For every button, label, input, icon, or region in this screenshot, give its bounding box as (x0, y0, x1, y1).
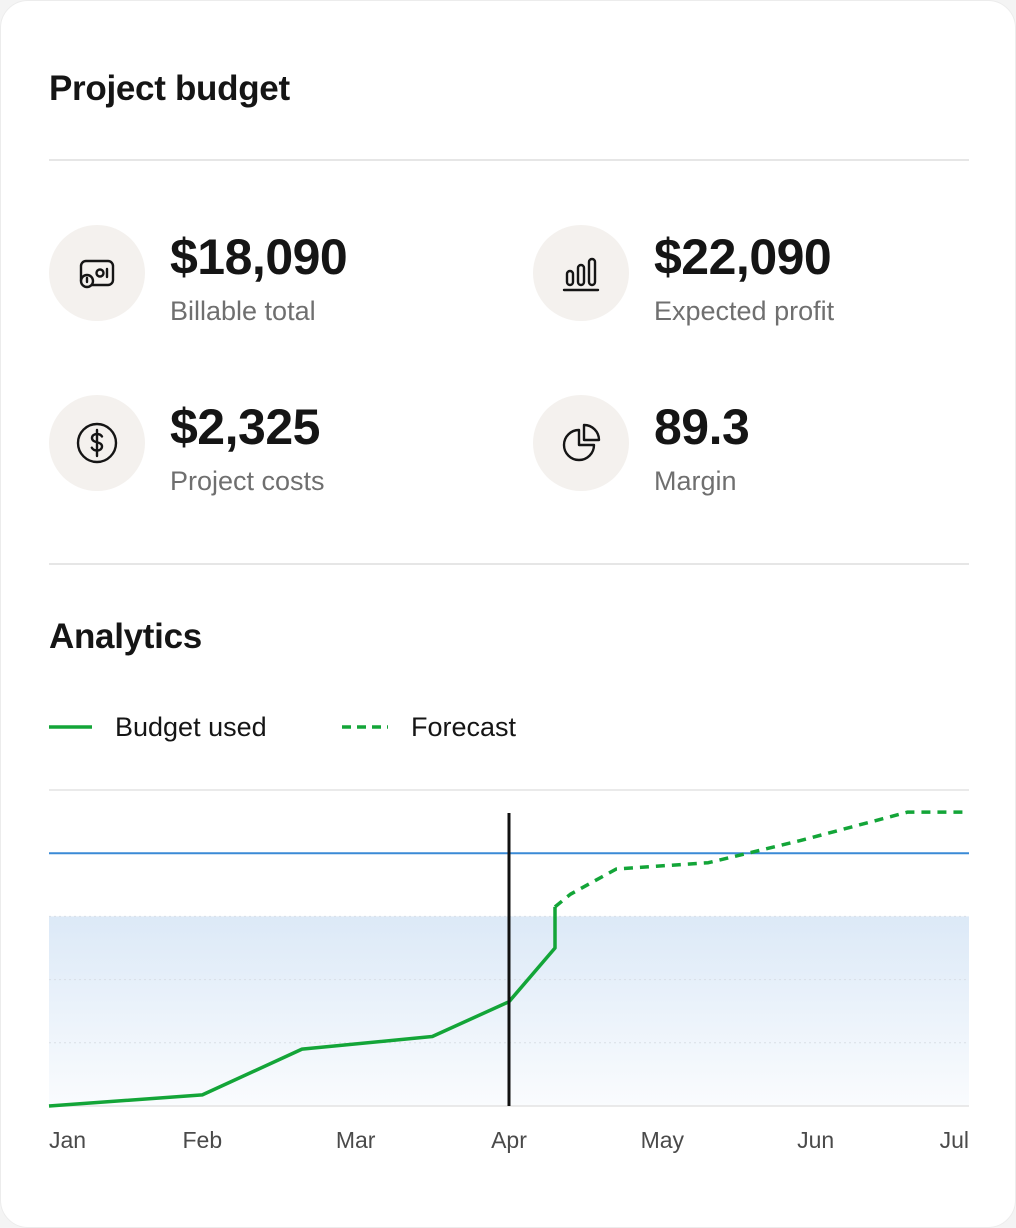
legend-item-budget-used: Budget used (49, 709, 267, 745)
legend-swatch-dashed (342, 725, 388, 729)
legend-item-forecast: Forecast (342, 709, 516, 745)
stat-value: $2,325 (170, 399, 320, 455)
stat-project-costs: $2,325 Project costs (49, 395, 489, 496)
x-tick-label: Feb (183, 1127, 223, 1153)
stat-label: Billable total (170, 296, 316, 326)
series-forecast-line (553, 810, 969, 909)
stat-label: Margin (654, 466, 737, 496)
x-tick-label: Apr (491, 1127, 527, 1153)
stat-expected-profit: $22,090 Expected profit (533, 225, 973, 326)
money-bill-icon (49, 225, 145, 321)
legend-label: Budget used (115, 711, 267, 742)
series-budget-used-line (48, 906, 557, 1108)
dollar-circle-icon (49, 395, 145, 491)
bar-chart-icon (533, 225, 629, 321)
page-title: Project budget (49, 69, 290, 108)
divider (49, 159, 969, 161)
stat-label: Expected profit (654, 296, 835, 326)
stat-value: $18,090 (170, 229, 348, 285)
analytics-title: Analytics (49, 617, 202, 656)
x-tick-label: Jul (940, 1127, 969, 1153)
legend-swatch-solid (49, 725, 92, 729)
stat-value: $22,090 (654, 229, 832, 285)
x-tick-label: Mar (336, 1127, 376, 1153)
x-tick-label: Jun (797, 1127, 834, 1153)
pie-chart-icon (533, 395, 629, 491)
budget-line-chart: Jan Feb Mar Apr May Jun Jul (48, 789, 969, 1153)
x-tick-label: May (641, 1127, 685, 1153)
x-tick-label: Jan (49, 1127, 86, 1153)
legend-label: Forecast (411, 711, 517, 742)
divider (49, 563, 969, 565)
stat-margin: 89.3 Margin (533, 395, 973, 496)
stat-label: Project costs (170, 466, 325, 496)
stat-billable-total: $18,090 Billable total (49, 225, 489, 326)
stat-value: 89.3 (654, 399, 750, 455)
